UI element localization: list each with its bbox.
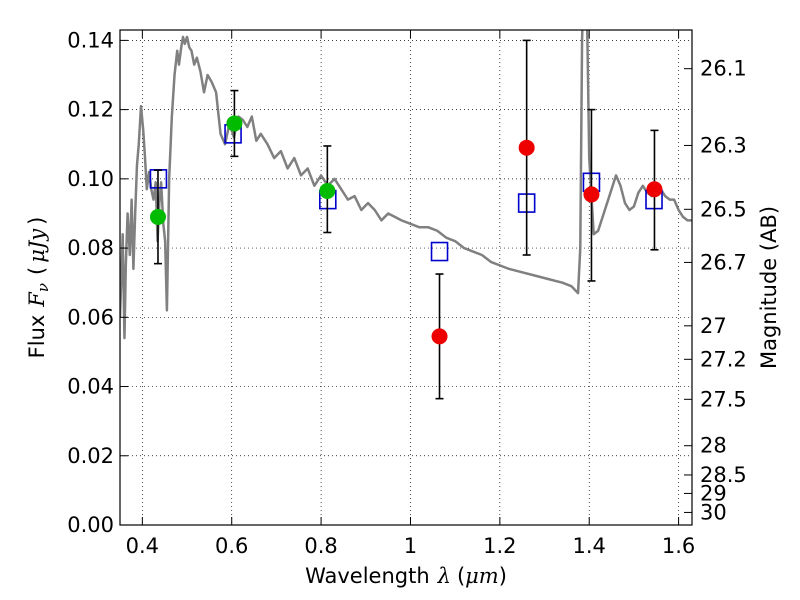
mag-tick-label: 28.5	[700, 463, 747, 487]
red-data-point	[431, 328, 448, 345]
series-layer	[120, 30, 692, 340]
mag-tick-label: 30	[700, 500, 727, 524]
y-axis-label: FluxFν(μJy)	[25, 217, 52, 359]
y-tick-label: 0.14	[67, 28, 114, 52]
mag-tick-label: 28	[700, 434, 727, 458]
tick-labels: 0.4 0.6 0.8 1 1.2 1.4 1.6 0.00 0.02 0.04 0.06 0.08 0…	[67, 28, 747, 558]
magnitude-axis-label: Magnitude (AB)	[757, 206, 781, 369]
y-tick-label: 0.00	[67, 513, 114, 537]
green-data-point	[149, 208, 166, 225]
markers-layer	[149, 39, 663, 400]
grid-lines	[120, 30, 692, 526]
model-box-marker	[430, 241, 449, 262]
mag-tick-label: 27	[700, 314, 727, 338]
green-data-point	[226, 115, 243, 132]
x-tick-label: 1.6	[662, 534, 695, 558]
mag-tick-label: 27.2	[700, 347, 747, 371]
red-data-point	[646, 181, 663, 198]
red-data-point	[583, 186, 600, 203]
plot-area	[120, 30, 692, 340]
mag-tick-label: 29	[700, 481, 727, 505]
green-data-point	[319, 182, 336, 199]
mag-tick-label: 26.1	[700, 57, 747, 81]
x-tick-label: 1.4	[573, 534, 606, 558]
x-tick-label: 0.6	[215, 534, 248, 558]
y-tick-label: 0.10	[67, 167, 114, 191]
y-tick-label: 0.06	[67, 305, 114, 329]
mag-tick-label: 26.3	[700, 133, 747, 157]
x-axis-label: Wavelength λ (μm)	[305, 564, 507, 588]
y-tick-label: 0.12	[67, 98, 114, 122]
x-tick-label: 0.8	[304, 534, 337, 558]
y-tick-label: 0.02	[67, 444, 114, 468]
mag-tick-label: 26.7	[700, 250, 747, 274]
x-tick-label: 0.4	[126, 534, 159, 558]
axis-ticks	[120, 30, 692, 526]
y-tick-label: 0.04	[67, 375, 114, 399]
mag-tick-label: 26.5	[700, 197, 747, 221]
y-tick-label: 0.08	[67, 236, 114, 260]
x-tick-label: 1.2	[483, 534, 516, 558]
plot-frame	[119, 29, 693, 526]
model-spectrum-line	[120, 30, 692, 340]
x-tick-label: 1	[404, 534, 417, 558]
red-data-point	[518, 139, 535, 156]
mag-tick-label: 27.5	[700, 387, 747, 411]
